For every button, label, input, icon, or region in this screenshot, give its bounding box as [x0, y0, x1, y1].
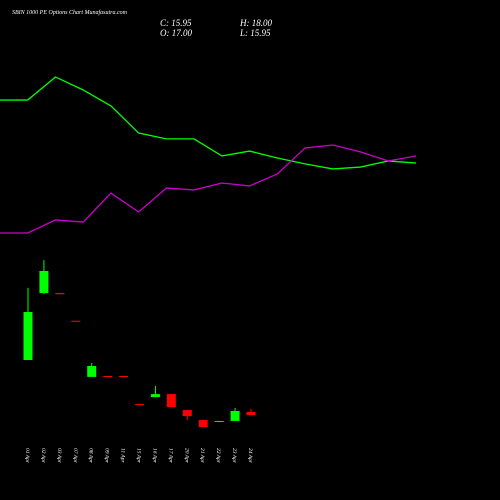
- candle-body: [135, 404, 144, 406]
- x-tick-label: 08 Apr: [88, 448, 94, 464]
- x-tick-label: 15 Apr: [136, 448, 142, 464]
- line-series: [0, 76, 417, 170]
- x-tick-label: 01 Apr: [24, 448, 30, 464]
- candle-body: [214, 420, 224, 422]
- x-tick-label: 02 Apr: [40, 448, 46, 464]
- candle-body: [119, 375, 129, 377]
- ohlc-label: H: 18.00: [239, 18, 272, 28]
- ohlc-label: L: 15.95: [239, 28, 271, 38]
- ohlc-label: O: 17.00: [160, 28, 192, 38]
- candle-body: [55, 293, 65, 295]
- x-tick-label: 07 Apr: [72, 448, 78, 464]
- x-tick-label: 22 Apr: [215, 448, 221, 464]
- candle-body: [230, 410, 240, 421]
- candle-body: [103, 375, 113, 377]
- candle-body: [87, 366, 97, 377]
- x-tick-label: 03 Apr: [56, 448, 62, 464]
- x-tick-label: 11 Apr: [120, 448, 126, 463]
- candle-body: [182, 410, 192, 417]
- x-tick-label: 23 Apr: [231, 448, 237, 464]
- x-tick-label: 16 Apr: [151, 448, 157, 464]
- candle-body: [166, 394, 176, 408]
- x-tick-label: 21 Apr: [199, 448, 205, 464]
- x-tick-label: 17 Apr: [167, 448, 173, 464]
- x-tick-label: 20 Apr: [183, 448, 189, 464]
- candle-body: [23, 312, 33, 360]
- x-tick-label: 09 Apr: [104, 448, 110, 464]
- candle-body: [150, 394, 160, 398]
- ohlc-label: C: 15.95: [160, 18, 192, 28]
- x-tick-label: 24 Apr: [247, 448, 254, 464]
- candle-body: [71, 320, 81, 322]
- candle-body: [246, 411, 256, 416]
- line-series: [0, 144, 417, 234]
- chart-title: SBIN 1000 PE Options Chart Munafasutra.c…: [12, 9, 128, 16]
- candle-body: [198, 420, 208, 427]
- candle-body: [39, 270, 49, 294]
